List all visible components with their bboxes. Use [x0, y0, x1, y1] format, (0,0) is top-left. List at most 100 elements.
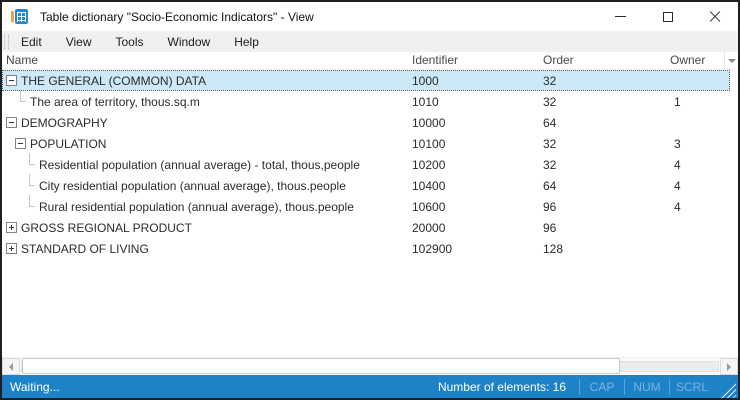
tree-expand-icon[interactable]	[6, 222, 17, 233]
row-name: STANDARD OF LIVING	[21, 241, 149, 256]
menu-tools[interactable]: Tools	[115, 34, 144, 49]
row-name-cell: GROSS REGIONAL PRODUCT	[2, 217, 192, 238]
row-order: 64	[543, 179, 557, 193]
row-order: 32	[543, 74, 557, 88]
close-button[interactable]	[691, 2, 738, 31]
elements-count: Number of elements: 16	[437, 379, 566, 394]
status-separator	[579, 378, 580, 395]
row-name: Rural residential population (annual ave…	[39, 199, 354, 214]
tree-indent	[2, 185, 24, 186]
row-name: DEMOGRAPHY	[21, 115, 108, 130]
row-name-cell: The area of territory, thous.sq.m	[2, 90, 200, 112]
row-identifier: 1000	[412, 74, 439, 88]
status-bar: Waiting... Number of elements: 16 CAP NU…	[2, 375, 738, 398]
menu-window[interactable]: Window	[167, 34, 211, 49]
status-message: Waiting...	[10, 379, 60, 394]
table-row[interactable]: Rural residential population (annual ave…	[2, 195, 730, 217]
table-row[interactable]: The area of territory, thous.sq.m 1010 3…	[2, 90, 730, 112]
horizontal-scrollbar[interactable]	[2, 357, 738, 375]
chevron-down-icon	[727, 58, 736, 63]
row-name: The area of territory, thous.sq.m	[30, 94, 200, 109]
row-identifier: 20000	[412, 221, 446, 235]
column-header-order[interactable]: Order	[543, 53, 574, 67]
scroll-lock-indicator: SCRL	[675, 379, 708, 394]
tree-connector-line	[24, 153, 35, 170]
row-order: 96	[543, 200, 557, 214]
row-owner: 3	[674, 137, 681, 151]
table-row[interactable]: City residential population (annual aver…	[2, 174, 730, 196]
caps-lock-indicator: CAP	[589, 379, 615, 394]
row-identifier: 10400	[412, 179, 446, 193]
row-owner: 1	[674, 95, 681, 109]
status-right-pane: Number of elements: 16 CAP NUM SCRL	[438, 375, 738, 398]
column-header-owner[interactable]: Owner	[670, 53, 706, 67]
row-name: City residential population (annual aver…	[39, 178, 346, 193]
tree-indent	[2, 143, 15, 144]
scroll-right-button[interactable]	[720, 358, 738, 375]
scrollbar-thumb[interactable]	[22, 358, 620, 374]
row-name: Residential population (annual average) …	[39, 157, 360, 172]
maximize-button[interactable]	[644, 2, 691, 31]
row-identifier: 1010	[412, 95, 439, 109]
tree-indent	[2, 101, 15, 102]
resize-grip[interactable]	[718, 380, 736, 398]
minimize-button[interactable]	[597, 2, 644, 31]
row-name-cell: City residential population (annual aver…	[2, 174, 346, 196]
window-controls	[597, 2, 738, 31]
row-identifier: 10200	[412, 158, 446, 172]
row-owner: 4	[674, 200, 681, 214]
title-bar: Table dictionary "Socio-Economic Indicat…	[2, 2, 738, 31]
maximize-icon	[662, 11, 673, 22]
row-order: 128	[543, 242, 564, 256]
tree-collapse-icon[interactable]	[6, 75, 17, 86]
tree-collapse-icon[interactable]	[15, 138, 26, 149]
tree-connector-line	[15, 90, 26, 107]
close-icon	[709, 11, 720, 22]
row-name-cell: POPULATION	[2, 133, 106, 154]
tree-table-body: THE GENERAL (COMMON) DATA 1000 32 The ar…	[2, 70, 738, 357]
tree-expand-icon[interactable]	[6, 243, 17, 254]
arrow-left-icon	[9, 362, 13, 371]
row-identifier: 10600	[412, 200, 446, 214]
row-name: THE GENERAL (COMMON) DATA	[21, 73, 207, 88]
row-name: GROSS REGIONAL PRODUCT	[21, 220, 192, 235]
table-dictionary-icon	[11, 9, 28, 24]
row-order: 64	[543, 116, 557, 130]
row-owner: 4	[674, 158, 681, 172]
table-row[interactable]: POPULATION 10100 32 3	[2, 133, 730, 154]
row-name-cell: Rural residential population (annual ave…	[2, 195, 354, 217]
status-separator	[624, 378, 625, 395]
row-name-cell: DEMOGRAPHY	[2, 112, 108, 133]
table-row[interactable]: Residential population (annual average) …	[2, 153, 730, 175]
row-owner: 4	[674, 179, 681, 193]
row-order: 32	[543, 95, 557, 109]
menu-gripper[interactable]	[4, 34, 9, 49]
tree-collapse-icon[interactable]	[6, 117, 17, 128]
table-row[interactable]: DEMOGRAPHY 10000 64	[2, 112, 730, 133]
menu-edit[interactable]: Edit	[21, 34, 42, 49]
menu-help[interactable]: Help	[234, 34, 259, 49]
table-row[interactable]: GROSS REGIONAL PRODUCT 20000 96	[2, 217, 730, 238]
menu-view[interactable]: View	[65, 34, 92, 49]
row-name-cell: THE GENERAL (COMMON) DATA	[2, 70, 206, 91]
row-name: POPULATION	[30, 136, 107, 151]
tree-indent	[2, 206, 24, 207]
minimize-icon	[615, 16, 626, 17]
column-header-name[interactable]: Name	[6, 53, 39, 67]
scroll-left-button[interactable]	[2, 358, 20, 375]
row-order: 32	[543, 158, 557, 172]
arrow-right-icon	[727, 362, 731, 371]
icon-grid	[15, 9, 28, 24]
row-order: 96	[543, 221, 557, 235]
column-header-identifier[interactable]: Identifier	[412, 53, 459, 67]
table-row[interactable]: STANDARD OF LIVING 102900 128	[2, 238, 730, 259]
tree-connector-line	[24, 195, 35, 212]
row-name-cell: Residential population (annual average) …	[2, 153, 360, 175]
window-title: Table dictionary "Socio-Economic Indicat…	[40, 9, 314, 24]
tree-indent	[2, 164, 24, 165]
column-options-button[interactable]	[724, 52, 738, 69]
table-row[interactable]: THE GENERAL (COMMON) DATA 1000 32	[2, 70, 730, 91]
num-lock-indicator: NUM	[633, 379, 661, 394]
tree-connector-line	[24, 174, 35, 191]
